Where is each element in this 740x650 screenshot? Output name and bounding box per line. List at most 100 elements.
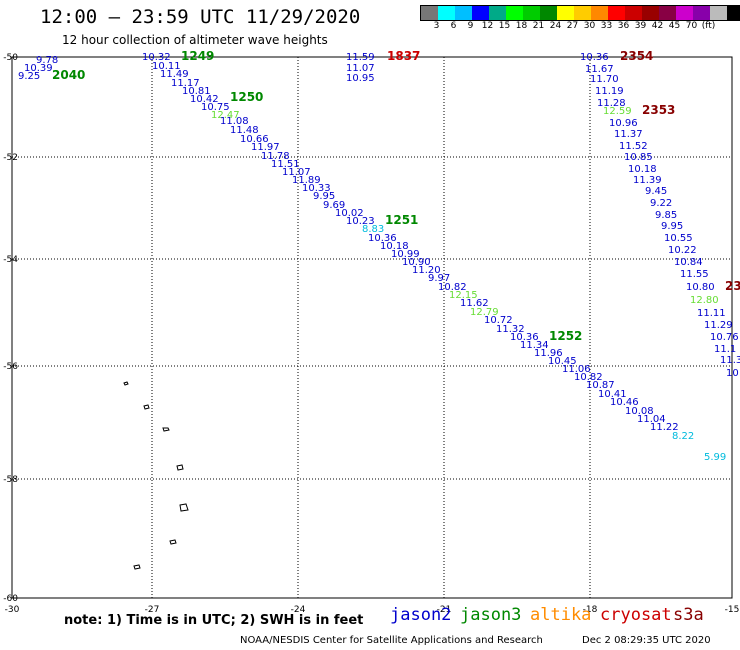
wave-height-label: 9.95 — [313, 191, 335, 202]
lon-tick-label: -18 — [583, 605, 598, 615]
wave-height-label: 11.04 — [637, 414, 666, 425]
color-scale-label: 39 — [634, 21, 647, 31]
wave-height-label: 12.80 — [690, 295, 719, 306]
island-outline — [169, 539, 177, 545]
wave-height-label: 9.85 — [655, 210, 677, 221]
color-swatch — [472, 6, 489, 20]
color-scale-label: 6 — [450, 21, 457, 31]
wave-height-label: 10 — [726, 368, 739, 379]
wave-height-label: 8.22 — [672, 431, 694, 442]
wave-height-label: 11.97 — [251, 142, 280, 153]
wave-height-label: 10.36 — [368, 233, 397, 244]
pass-time-label: 2353 — [642, 103, 675, 117]
wave-height-label: 11.07 — [282, 167, 311, 178]
wave-height-label: 11.06 — [562, 364, 591, 375]
color-swatch — [574, 6, 591, 20]
wave-height-label: 9.97 — [428, 273, 450, 284]
color-scale-label: 45 — [668, 21, 681, 31]
wave-height-label: 10.75 — [201, 102, 230, 113]
color-swatch — [421, 6, 438, 20]
color-scale-label: (ft) — [701, 21, 716, 31]
legend-altika: altika — [530, 605, 592, 625]
color-swatch — [642, 6, 659, 20]
color-swatch — [489, 6, 506, 20]
wave-height-label: 10.42 — [190, 94, 219, 105]
wave-height-label: 11.51 — [271, 159, 300, 170]
color-scale-label: 42 — [651, 21, 664, 31]
color-scale-label: 3 — [433, 21, 440, 31]
color-scale-label: 36 — [617, 21, 630, 31]
color-swatch — [710, 6, 727, 20]
wave-height-label: 12.59 — [603, 106, 632, 117]
wave-height-label: 11.08 — [220, 116, 249, 127]
wave-height-label: 10.72 — [484, 315, 513, 326]
color-swatch — [727, 6, 740, 20]
pass-time-label: 2040 — [52, 68, 85, 82]
page-title: 12:00 – 23:59 UTC 11/29/2020 — [40, 6, 361, 28]
wave-height-label: 10.46 — [610, 397, 639, 408]
color-swatch — [676, 6, 693, 20]
lat-tick-label: -52 — [3, 153, 18, 163]
legend-cryosat: cryosat — [600, 605, 672, 625]
legend-jason2: jason2 — [390, 605, 452, 625]
island-outline — [123, 381, 129, 386]
color-scale-label: 33 — [600, 21, 613, 31]
wave-height-label: 11.1 — [714, 344, 736, 355]
wave-height-label: 11.29 — [704, 320, 733, 331]
wave-height-label: 10.36 — [510, 332, 539, 343]
credit-text: NOAA/NESDIS Center for Satellite Applica… — [240, 635, 543, 646]
wave-height-label: 10.81 — [182, 86, 211, 97]
wave-height-label: 10.45 — [548, 356, 577, 367]
wave-height-label: 11.39 — [633, 175, 662, 186]
pass-time-label: 2354 — [620, 49, 653, 63]
color-swatch — [506, 6, 523, 20]
wave-height-label: 11.19 — [595, 86, 624, 97]
wave-height-label: 11.78 — [261, 151, 290, 162]
wave-height-label: 10.36 — [580, 52, 609, 63]
color-scale-label: 70 — [685, 21, 698, 31]
lat-tick-label: -56 — [3, 362, 18, 372]
wave-height-label: 10.41 — [598, 389, 627, 400]
wave-height-label: 11.59 — [346, 52, 375, 63]
wave-height-label: 10.82 — [438, 282, 467, 293]
wave-height-label: 10.82 — [574, 372, 603, 383]
lon-tick-label: -30 — [5, 605, 20, 615]
color-swatch — [625, 6, 642, 20]
wave-height-label: 11.34 — [520, 340, 549, 351]
wave-height-label: 11.17 — [171, 78, 200, 89]
color-swatch — [608, 6, 625, 20]
wave-height-label: 10.87 — [586, 380, 615, 391]
lon-tick-label: -15 — [725, 605, 740, 615]
wave-height-label: 12.79 — [470, 307, 499, 318]
map-subtitle: 12 hour collection of altimeter wave hei… — [62, 33, 328, 47]
wave-height-label: 10.76 — [710, 332, 739, 343]
wave-height-label: 11.48 — [230, 125, 259, 136]
pass-time-label: 23 — [725, 279, 740, 293]
wave-height-label: 10.39 — [24, 63, 53, 74]
color-scale-label: 15 — [498, 21, 511, 31]
wave-height-label: 12.15 — [449, 290, 478, 301]
color-swatch — [659, 6, 676, 20]
wave-height-label: 5.99 — [704, 452, 726, 463]
wave-height-label: 10.18 — [380, 241, 409, 252]
lon-tick-label: -21 — [437, 605, 452, 615]
wave-height-label: 10.23 — [346, 216, 375, 227]
wave-height-label: 8.83 — [362, 224, 384, 235]
wave-height-label: 9.45 — [645, 186, 667, 197]
wave-height-label: 10.84 — [674, 257, 703, 268]
pass-time-label: 1250 — [230, 90, 263, 104]
wave-height-label: 10.11 — [152, 61, 181, 72]
lon-tick-label: -24 — [291, 605, 306, 615]
wave-height-label: 11.3 — [720, 355, 740, 366]
wave-height-label: 11.96 — [534, 348, 563, 359]
color-swatch — [557, 6, 574, 20]
color-swatch — [693, 6, 710, 20]
pass-time-label: 1251 — [385, 213, 418, 227]
wave-height-label: 11.67 — [585, 64, 614, 75]
lat-tick-label: -58 — [3, 475, 18, 485]
wave-height-label: 10.55 — [664, 233, 693, 244]
wave-height-label: 10.32 — [142, 52, 171, 63]
color-scale-label: 30 — [583, 21, 596, 31]
wave-height-label: 9.69 — [323, 200, 345, 211]
